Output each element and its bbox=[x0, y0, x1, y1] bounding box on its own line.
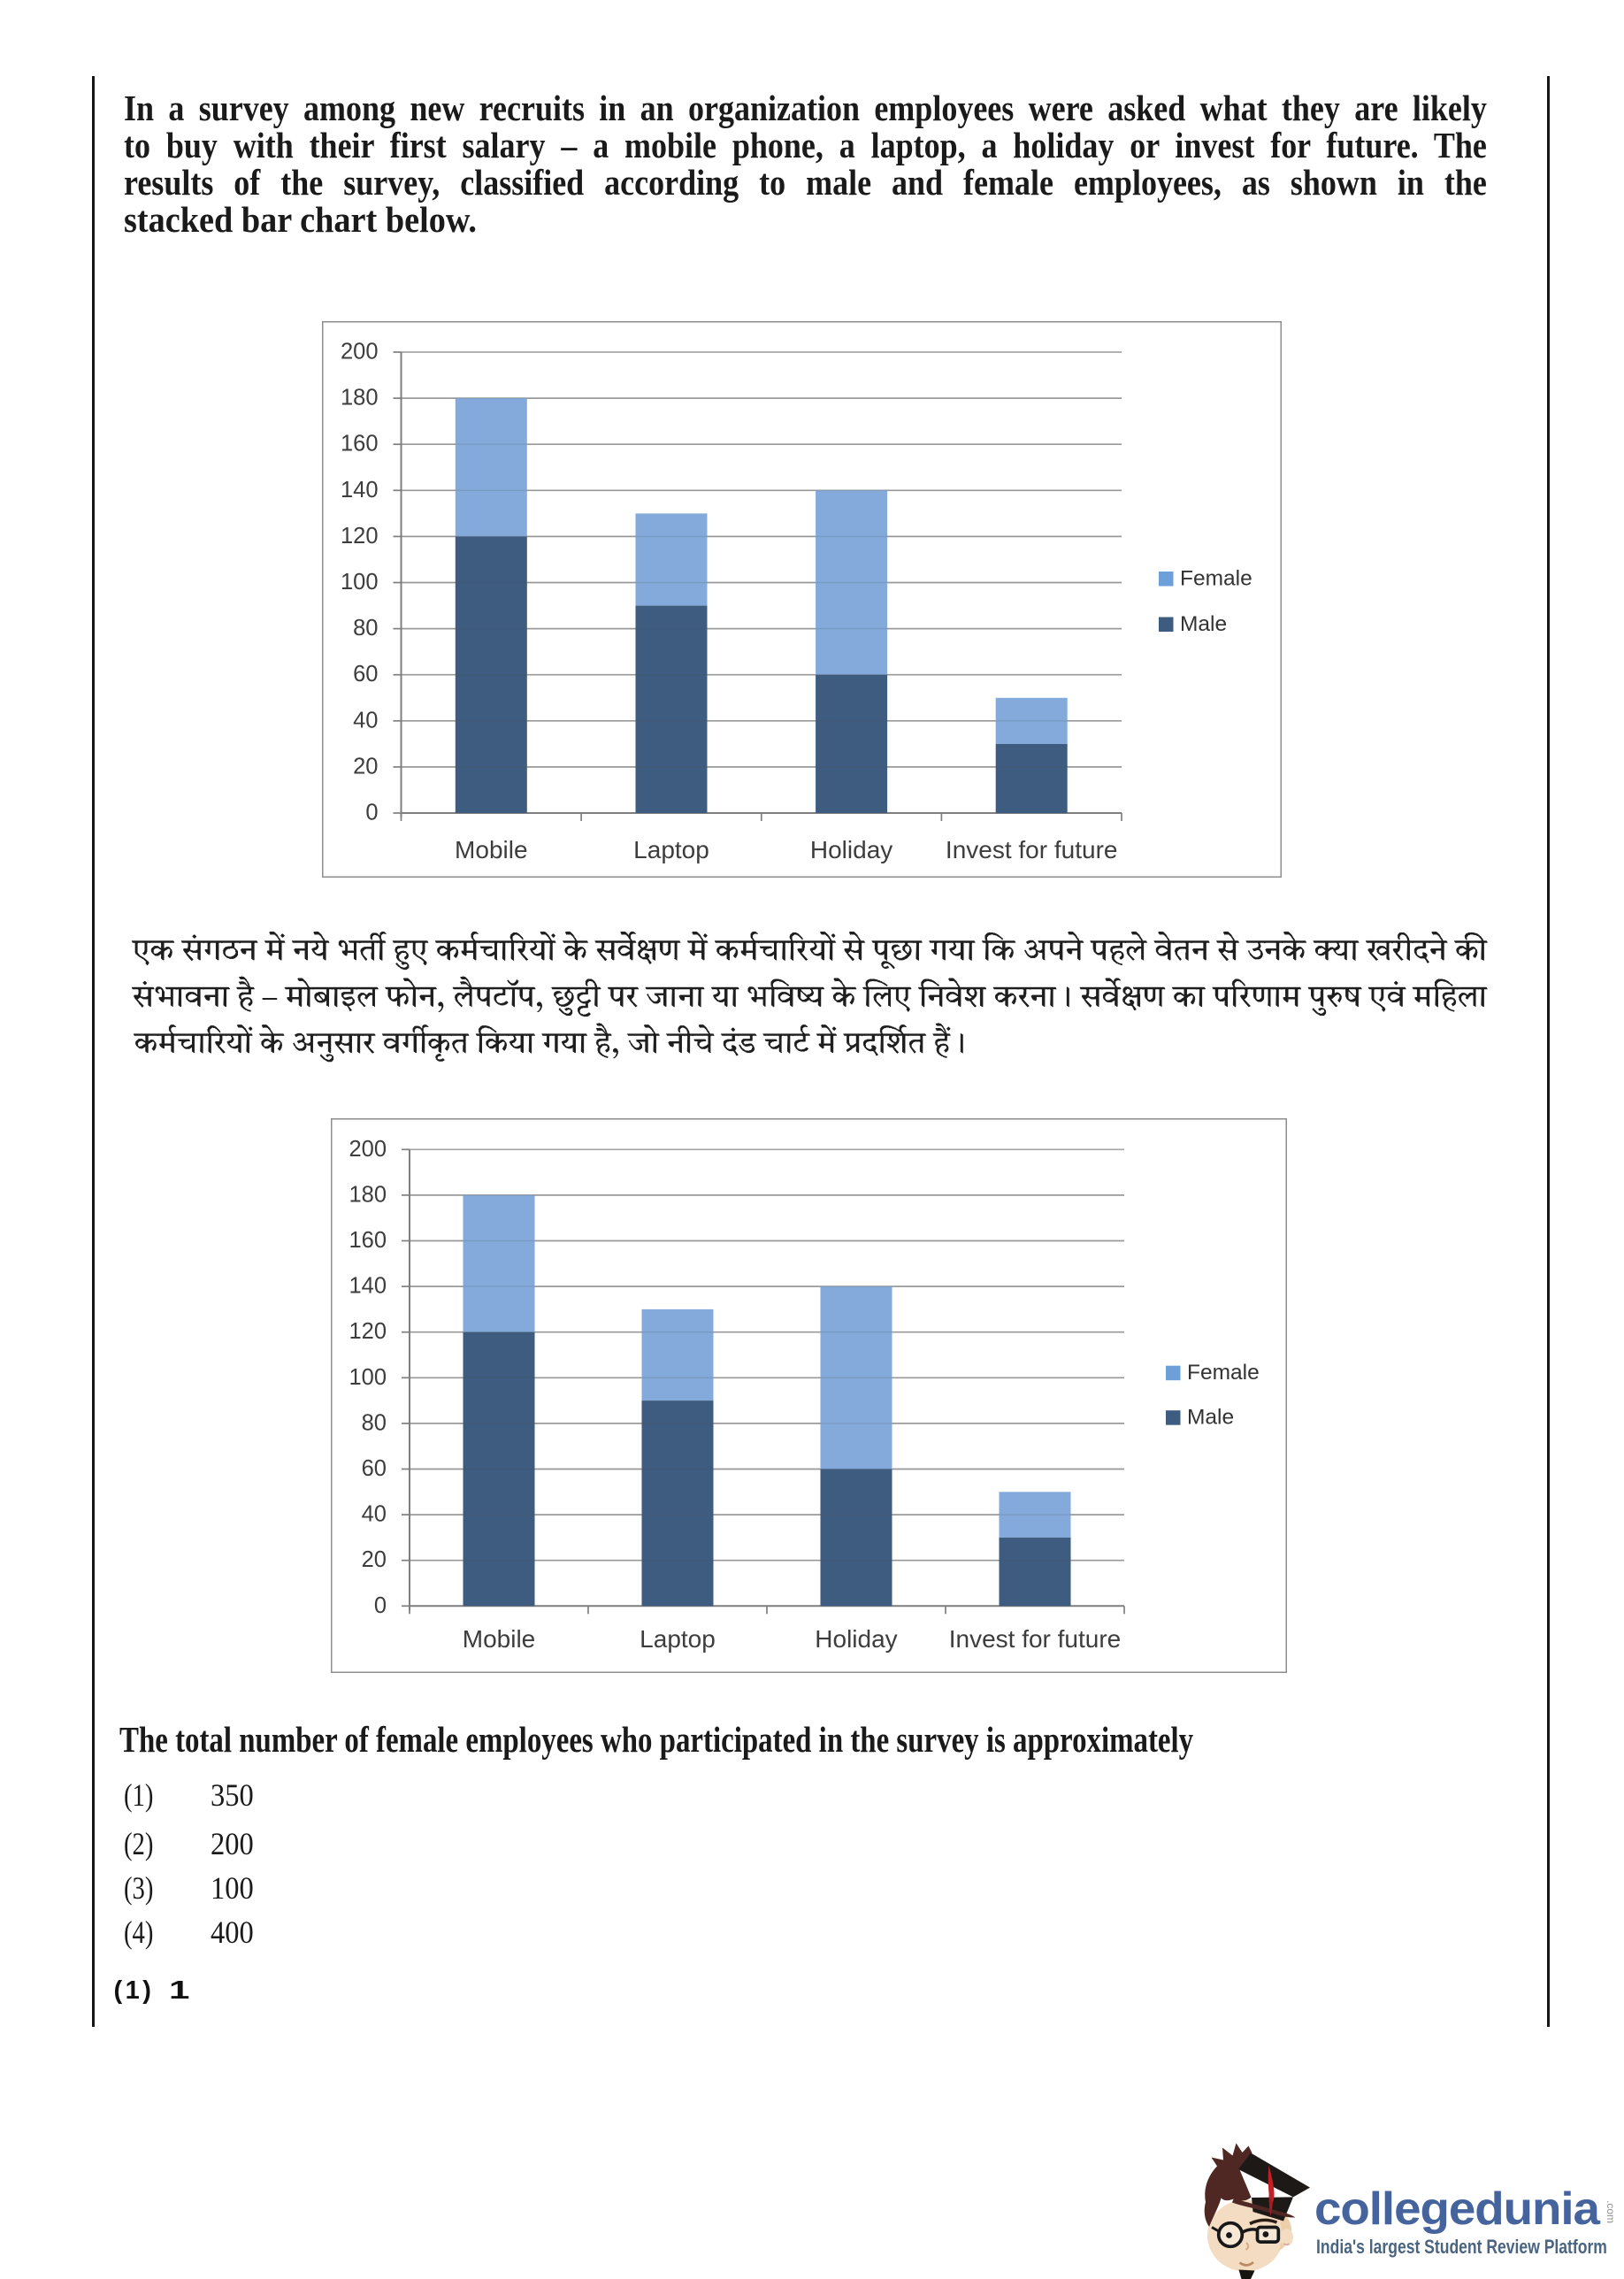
svg-text:140: 140 bbox=[349, 1274, 387, 1299]
svg-text:Mobile: Mobile bbox=[463, 1625, 535, 1653]
svg-text:Female: Female bbox=[1180, 567, 1252, 591]
svg-text:0: 0 bbox=[365, 801, 378, 825]
svg-text:140: 140 bbox=[341, 478, 379, 503]
svg-text:India's largest Student Review: India's largest Student Review Platform bbox=[1316, 2237, 1607, 2258]
svg-text:40: 40 bbox=[353, 708, 378, 733]
svg-text:180: 180 bbox=[341, 386, 379, 411]
svg-text:60: 60 bbox=[353, 662, 378, 687]
svg-text:80: 80 bbox=[362, 1410, 387, 1435]
svg-text:100: 100 bbox=[349, 1365, 387, 1390]
svg-text:Male: Male bbox=[1187, 1406, 1234, 1430]
svg-text:120: 120 bbox=[349, 1319, 387, 1344]
svg-text:Laptop: Laptop bbox=[633, 836, 709, 863]
svg-text:180: 180 bbox=[349, 1182, 387, 1207]
svg-text:Invest for future: Invest for future bbox=[946, 836, 1118, 863]
svg-text:100: 100 bbox=[341, 570, 379, 595]
svg-text:200: 200 bbox=[341, 340, 379, 364]
svg-text:80: 80 bbox=[353, 616, 378, 641]
svg-text:Male: Male bbox=[1180, 612, 1227, 636]
svg-text:160: 160 bbox=[341, 432, 379, 457]
svg-text:Laptop: Laptop bbox=[640, 1625, 716, 1653]
svg-text:40: 40 bbox=[362, 1502, 387, 1527]
svg-text:20: 20 bbox=[353, 754, 378, 779]
svg-text:20: 20 bbox=[362, 1547, 387, 1572]
svg-text:.com: .com bbox=[1605, 2200, 1617, 2223]
svg-text:160: 160 bbox=[349, 1228, 387, 1253]
svg-text:Holiday: Holiday bbox=[815, 1625, 897, 1653]
svg-text:60: 60 bbox=[362, 1456, 387, 1481]
svg-text:120: 120 bbox=[341, 524, 379, 549]
svg-text:0: 0 bbox=[374, 1593, 387, 1618]
svg-text:200: 200 bbox=[349, 1137, 387, 1162]
svg-text:Invest for future: Invest for future bbox=[949, 1625, 1122, 1653]
svg-text:Mobile: Mobile bbox=[455, 836, 527, 863]
svg-text:Female: Female bbox=[1187, 1361, 1260, 1385]
svg-text:collegedunia: collegedunia bbox=[1314, 2183, 1601, 2234]
svg-text:Holiday: Holiday bbox=[810, 836, 892, 863]
